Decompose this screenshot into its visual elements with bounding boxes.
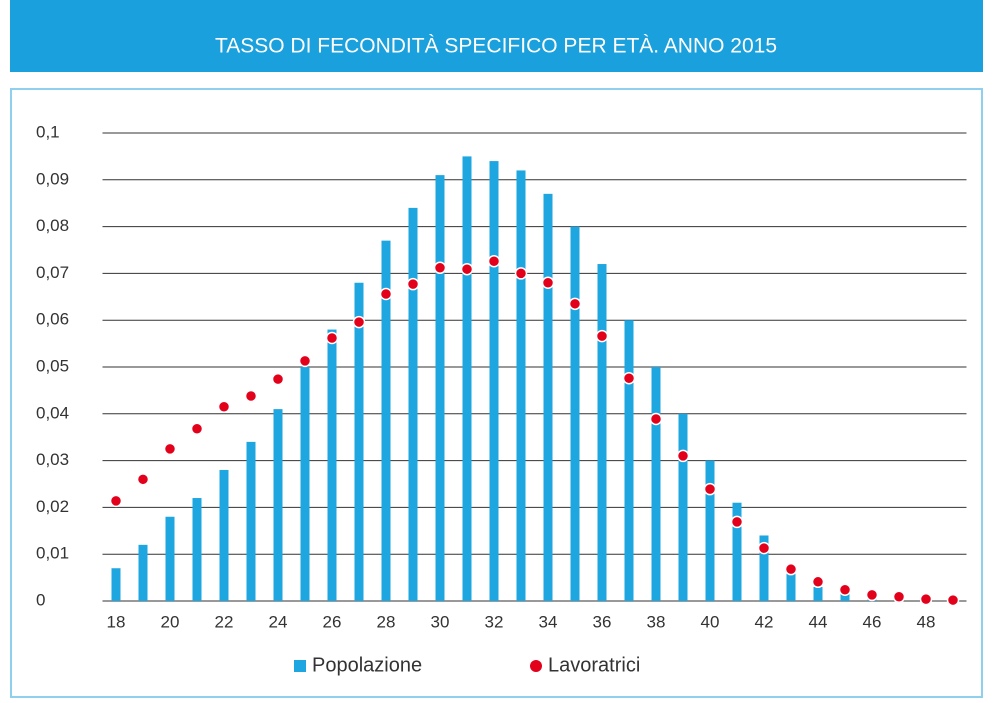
bar (706, 461, 715, 601)
bar (247, 442, 256, 601)
x-tick-label: 48 (917, 612, 936, 631)
dot (678, 450, 689, 461)
dot (624, 373, 635, 384)
dot (948, 595, 959, 606)
bar (490, 161, 499, 601)
bar (112, 568, 121, 601)
dot (786, 564, 797, 575)
dot (246, 391, 257, 402)
dot (732, 516, 743, 527)
bar (139, 545, 148, 601)
dot (300, 355, 311, 366)
dot (570, 298, 581, 309)
x-tick-label: 38 (647, 612, 666, 631)
bar (652, 367, 661, 601)
bar (679, 414, 688, 601)
bar (274, 409, 283, 601)
x-tick-label: 30 (431, 612, 450, 631)
bar (625, 320, 634, 601)
dot (759, 543, 770, 554)
dot (894, 591, 905, 602)
dot (921, 594, 932, 605)
dot (192, 423, 203, 434)
dot (867, 589, 878, 600)
legend-swatch (530, 660, 542, 672)
dot (813, 576, 824, 587)
dot (327, 332, 338, 343)
dot (138, 474, 149, 485)
dot (219, 401, 230, 412)
bar (409, 208, 418, 601)
x-tick-label: 28 (377, 612, 396, 631)
bar (220, 470, 229, 601)
dot (489, 256, 500, 267)
x-tick-label: 18 (107, 612, 126, 631)
dot (435, 262, 446, 273)
y-tick-label: 0,06 (36, 310, 69, 329)
y-tick-label: 0,1 (36, 122, 60, 141)
x-tick-label: 44 (809, 612, 828, 631)
y-tick-label: 0,07 (36, 263, 69, 282)
x-tick-label: 26 (323, 612, 342, 631)
legend-swatch (294, 660, 306, 672)
x-tick-label: 22 (215, 612, 234, 631)
x-tick-label: 32 (485, 612, 504, 631)
dot (840, 584, 851, 595)
dot (381, 288, 392, 299)
dot (597, 331, 608, 342)
bar (814, 587, 823, 601)
y-tick-label: 0 (36, 590, 45, 609)
y-tick-label: 0,08 (36, 216, 69, 235)
y-tick-label: 0,04 (36, 403, 69, 422)
dot (462, 264, 473, 275)
bar (166, 517, 175, 601)
dot (111, 495, 122, 506)
bar (193, 498, 202, 601)
bar (328, 330, 337, 601)
bar (436, 175, 445, 601)
bar (517, 170, 526, 601)
legend-label: Lavoratrici (548, 654, 640, 676)
dot (516, 268, 527, 279)
dot (165, 443, 176, 454)
dot (273, 374, 284, 385)
bar (571, 227, 580, 601)
bar (544, 194, 553, 601)
x-tick-label: 20 (161, 612, 180, 631)
legend-label: Popolazione (312, 654, 422, 676)
x-tick-label: 40 (701, 612, 720, 631)
x-tick-label: 24 (269, 612, 288, 631)
bar (463, 156, 472, 601)
bar (355, 283, 364, 601)
x-tick-label: 34 (539, 612, 558, 631)
y-tick-label: 0,09 (36, 169, 69, 188)
x-tick-label: 36 (593, 612, 612, 631)
bar (598, 264, 607, 601)
y-tick-label: 0,03 (36, 450, 69, 469)
x-tick-label: 46 (863, 612, 882, 631)
y-tick-label: 0,02 (36, 497, 69, 516)
bar (301, 367, 310, 601)
dot (651, 413, 662, 424)
dot (354, 317, 365, 328)
x-tick-label: 42 (755, 612, 774, 631)
chart-title: TASSO DI FECONDITÀ SPECIFICO PER ETÀ. AN… (215, 35, 777, 58)
y-tick-label: 0,05 (36, 356, 69, 375)
dot (408, 279, 419, 290)
dot (705, 484, 716, 495)
y-tick-label: 0,01 (36, 544, 69, 563)
dot (543, 277, 554, 288)
